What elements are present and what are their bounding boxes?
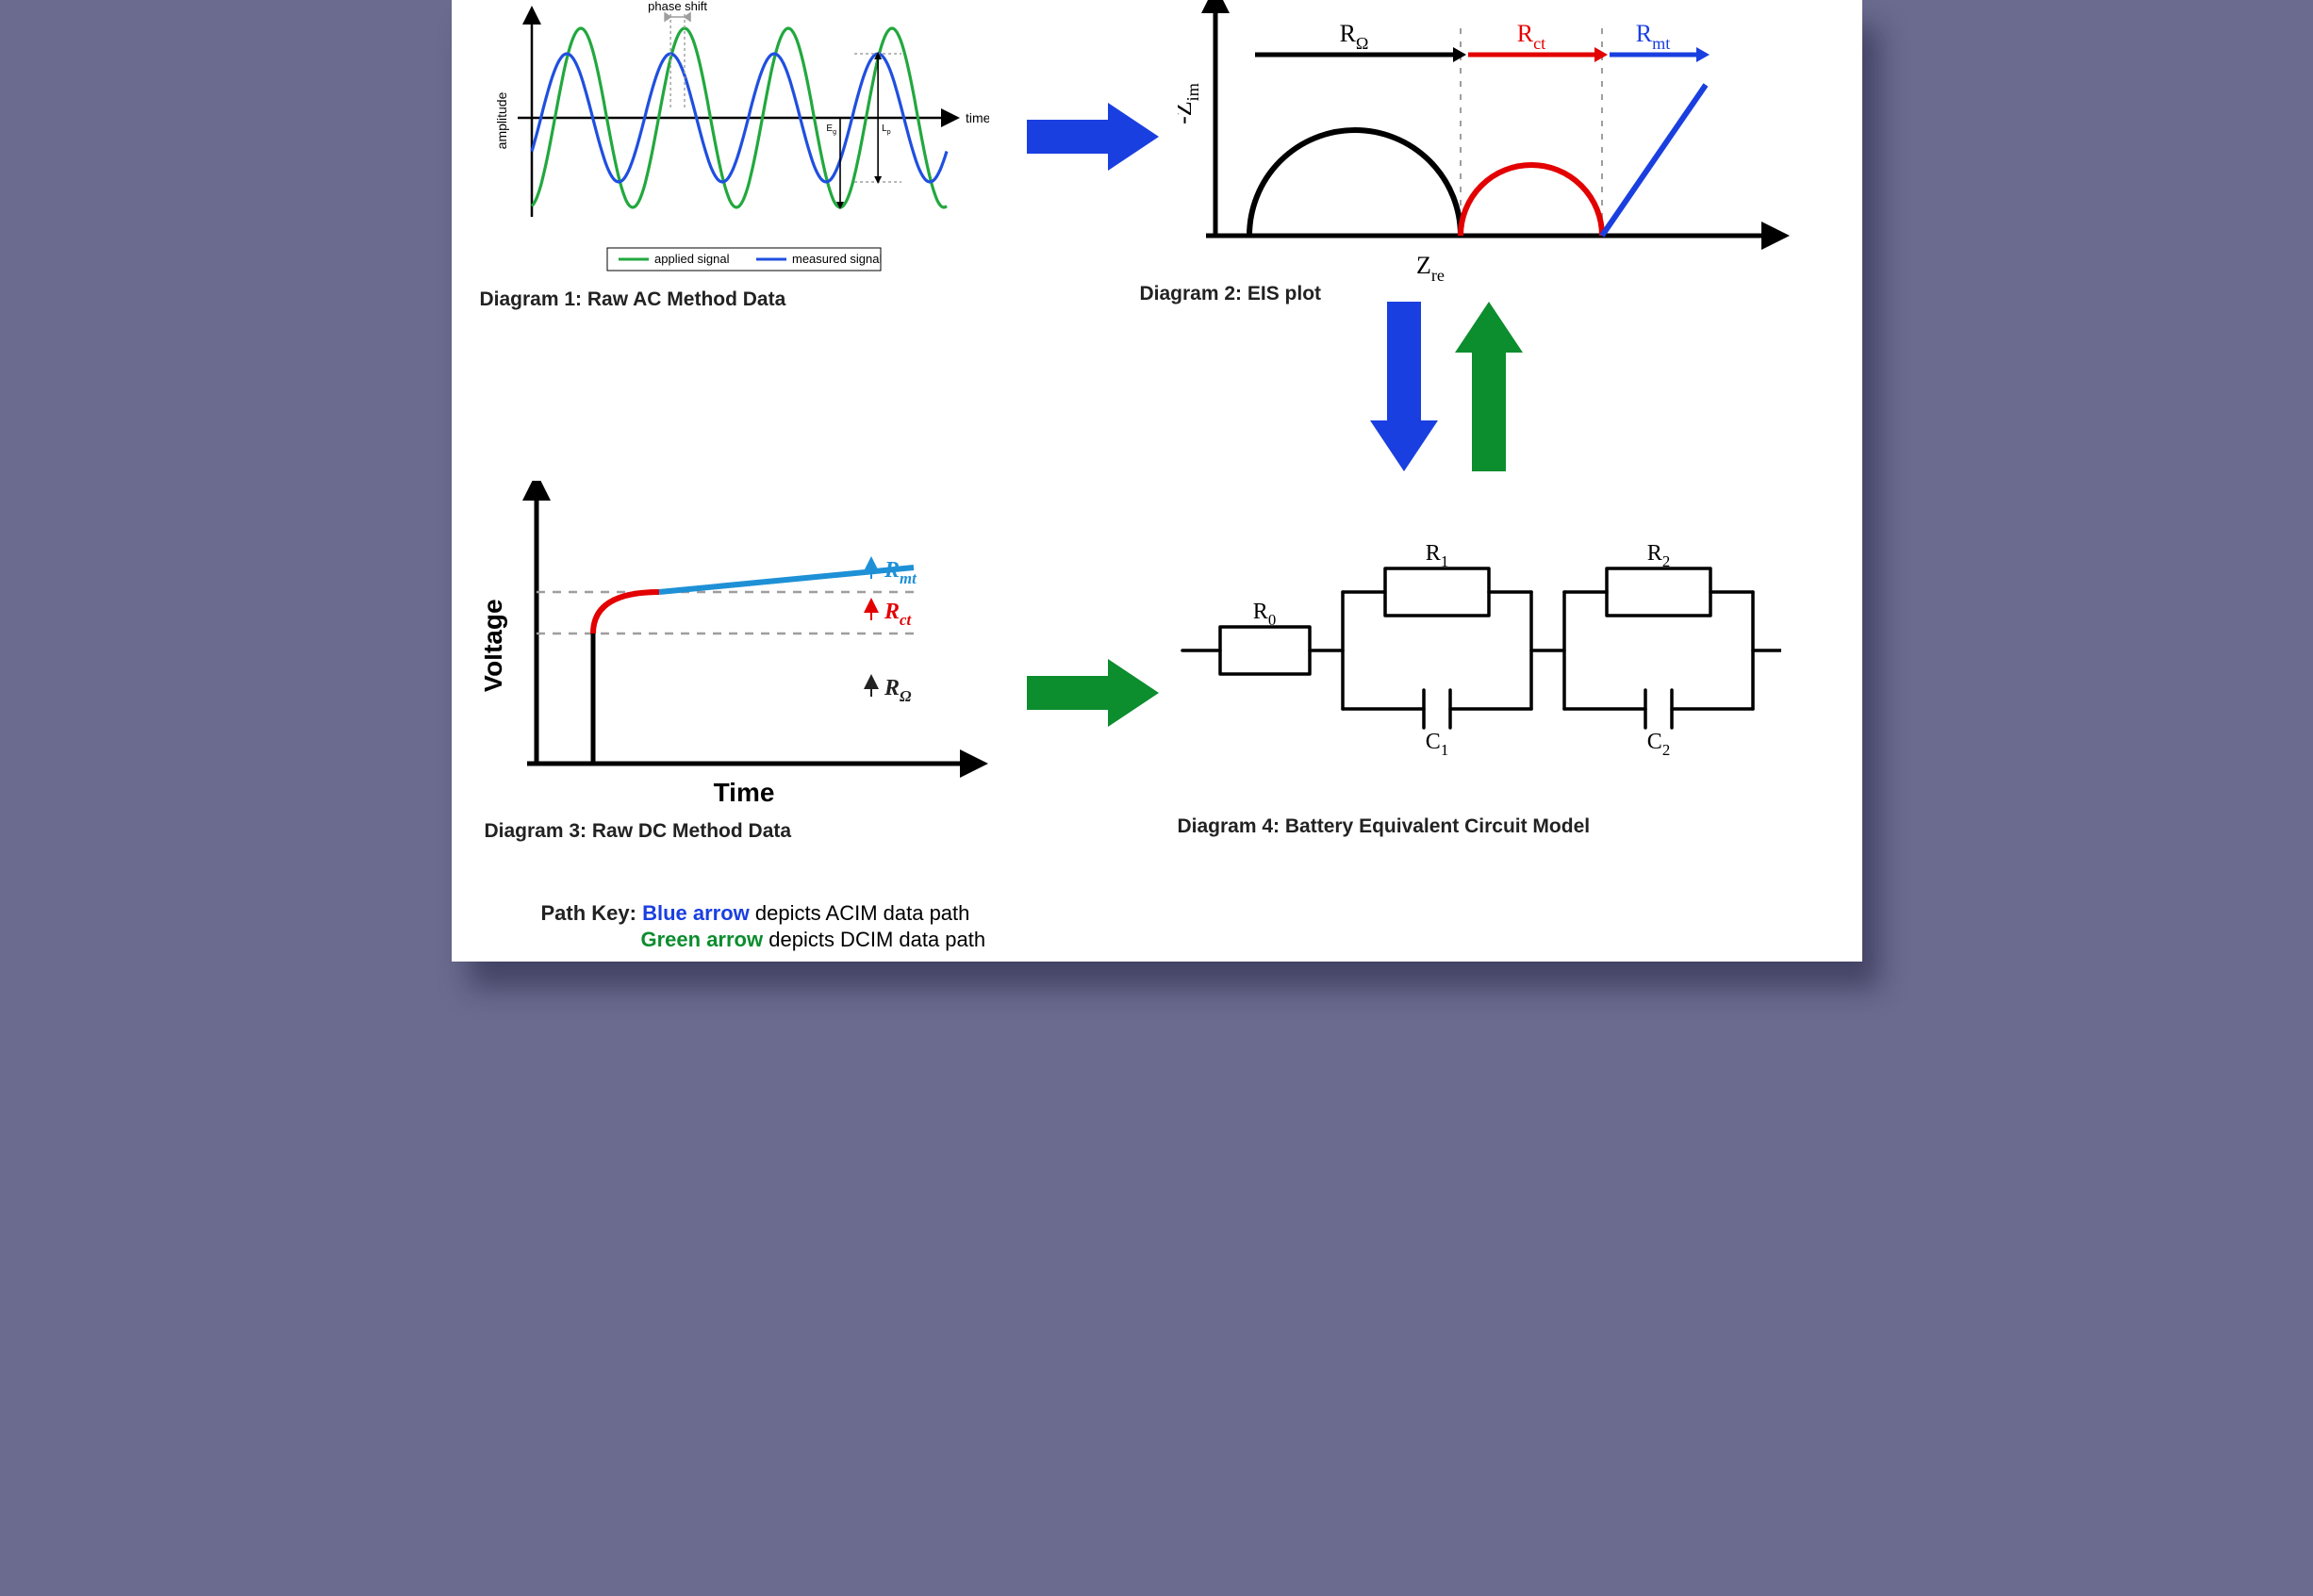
caption-d4: Diagram 4: Battery Equivalent Circuit Mo… [1178, 815, 1781, 838]
svg-text:Rmt: Rmt [884, 558, 917, 587]
caption-d1: Diagram 1: Raw AC Method Data [480, 288, 989, 311]
diagram-3-dc-step: Voltage Time Rmt Rct RΩ Diagram 3: Raw DC … [485, 481, 994, 858]
diagram-4-circuit: R0 R1 C1 R2 C2 Diagram 4: Battery Equivalent… [1178, 523, 1781, 853]
svg-text:R0: R0 [1252, 600, 1275, 629]
svg-text:Rct: Rct [884, 600, 912, 629]
path-key-prefix: Path Key: [541, 901, 643, 925]
svg-text:Lp: Lp [882, 123, 891, 136]
svg-text:Voltage: Voltage [485, 599, 507, 692]
svg-text:time t: time t [966, 110, 989, 125]
svg-text:applied signal: applied signal [654, 252, 730, 266]
svg-text:amplitude: amplitude [494, 91, 509, 149]
svg-text:measured signal: measured signal [792, 252, 882, 266]
caption-d3: Diagram 3: Raw DC Method Data [485, 820, 994, 843]
svg-text:RΩ: RΩ [884, 676, 912, 705]
svg-text:phase shift: phase shift [648, 0, 707, 13]
caption-d2: Diagram 2: EIS plot [1140, 283, 1791, 305]
path-key-blue-text: depicts ACIM data path [755, 901, 969, 925]
diagram-2-nyquist: -Zim Zre RΩRctRmt Diagram 2: EIS plot [1178, 0, 1791, 292]
diagram-1-ac-waveforms: amplitude time t phase shift [480, 0, 989, 302]
svg-text:R1: R1 [1425, 541, 1447, 570]
svg-text:Zre: Zre [1415, 252, 1444, 283]
path-key-blue: Blue arrow [642, 901, 750, 925]
path-key: Path Key: Blue arrow depicts ACIM data p… [541, 900, 986, 953]
path-key-green: Green arrow [641, 928, 764, 951]
svg-text:Time: Time [713, 778, 774, 807]
svg-text:C1: C1 [1425, 730, 1447, 759]
svg-text:Eg: Eg [826, 123, 836, 136]
svg-text:Rct: Rct [1516, 20, 1545, 53]
path-key-green-text: depicts DCIM data path [768, 928, 985, 951]
svg-text:RΩ: RΩ [1339, 20, 1368, 53]
svg-text:R2: R2 [1646, 541, 1669, 570]
svg-text:-Zim: -Zim [1178, 83, 1202, 124]
svg-text:Rmt: Rmt [1635, 20, 1670, 53]
svg-text:C2: C2 [1646, 730, 1669, 759]
